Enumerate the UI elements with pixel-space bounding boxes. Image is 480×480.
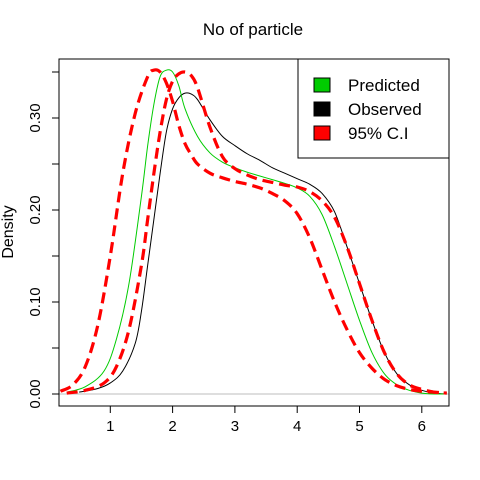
x-tick-label: 5 [355, 418, 363, 435]
series-layer [59, 68, 447, 395]
legend-swatch-observed [313, 101, 331, 117]
legend-swatch-95-c-i [313, 125, 331, 141]
plot-frame [58, 58, 450, 407]
legend-swatch-predicted [313, 77, 331, 93]
series-line-95-c-i-upper [66, 70, 447, 395]
x-tick-label: 1 [106, 418, 114, 435]
y-tick-label: 0.00 [27, 379, 44, 408]
legend-label-observed: Observed [348, 100, 422, 119]
legend-label-95-c-i: 95% C.I [348, 124, 408, 143]
series-line-95-c-i-lower [59, 68, 447, 395]
x-tick-label: 2 [168, 418, 176, 435]
y-tick-label: 0.20 [27, 195, 44, 224]
legend: Predicted Observed 95% C.I [297, 58, 450, 159]
y-axis: 0.00 0.10 0.20 0.30 [27, 71, 59, 409]
legend-label-predicted: Predicted [348, 76, 420, 95]
x-tick-label: 3 [231, 418, 239, 435]
y-tick-label: 0.10 [27, 287, 44, 316]
series-line-predicted [66, 69, 447, 395]
y-axis-label: Density [0, 205, 17, 258]
x-tick-label: 4 [293, 418, 301, 435]
x-axis: 1 2 3 4 5 6 [106, 406, 426, 435]
y-tick-label: 0.30 [27, 103, 44, 132]
x-tick-label: 6 [418, 418, 426, 435]
chart-title: No of particle [203, 20, 303, 39]
